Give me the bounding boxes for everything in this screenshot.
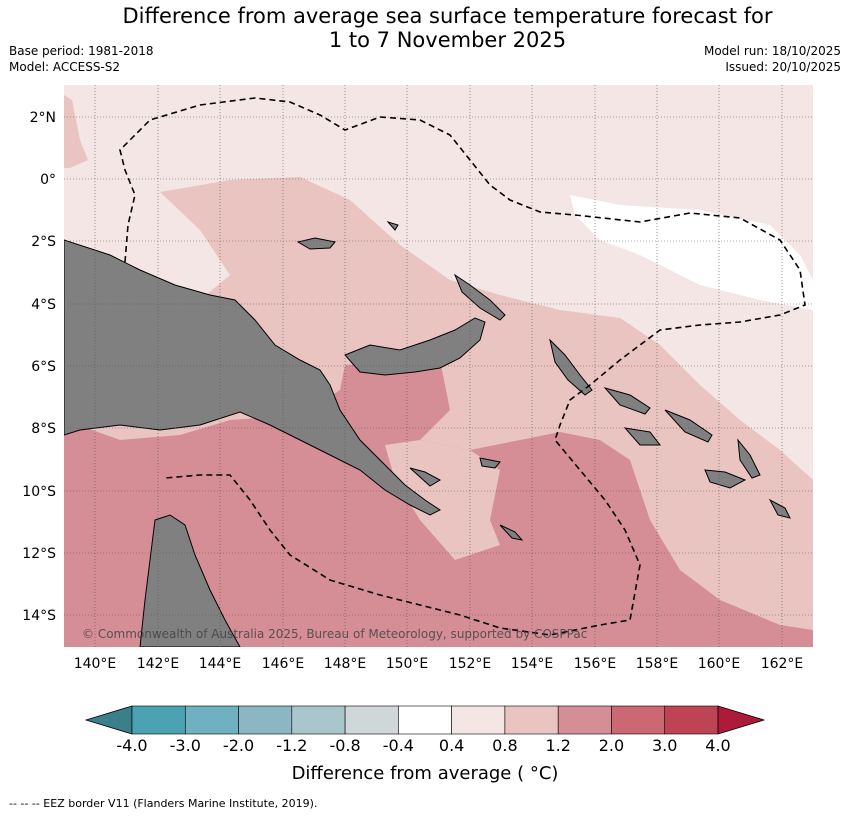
colorbar-tick-label: 3.0 <box>652 736 677 755</box>
colorbar-box <box>611 705 666 735</box>
land-choiseul <box>603 387 651 415</box>
colorbar-box <box>557 705 612 735</box>
colorbar-box <box>398 705 452 735</box>
map-frame[interactable] <box>64 85 813 647</box>
lat-label: 0° <box>40 172 56 188</box>
longitude-labels: 140°E 142°E 144°E 146°E 148°E 150°E 152°… <box>74 656 804 672</box>
meta-left: Base period: 1981-2018 Model: ACCESS-S2 <box>9 43 154 75</box>
land-new-ireland <box>453 273 506 321</box>
eez-border <box>119 97 806 636</box>
lon-label: 148°E <box>324 656 367 672</box>
colorbar-tick-label: -1.2 <box>276 736 307 755</box>
land-new-britain <box>344 317 486 376</box>
lon-label: 140°E <box>74 656 117 672</box>
ocean-anomaly-neutral <box>570 195 813 310</box>
map-title: Difference from average sea surface temp… <box>0 4 850 52</box>
colorbar-tick-label: 0.4 <box>439 736 464 755</box>
colorbar-box <box>504 705 559 735</box>
colorbar-tick-label: -3.0 <box>170 736 201 755</box>
base-period: Base period: 1981-2018 <box>9 44 154 58</box>
colorbar-extend-high <box>717 705 766 735</box>
colorbar-tick-label: -0.4 <box>383 736 414 755</box>
colorbar-tick-label: -2.0 <box>223 736 254 755</box>
lon-label: 156°E <box>574 656 617 672</box>
latitude-labels: 2°N 0° 2°S 4°S 6°S 8°S 10°S 12°S 14°S <box>22 110 56 624</box>
colorbar-extend-low <box>84 705 133 735</box>
title-line-1: Difference from average sea surface temp… <box>122 4 773 28</box>
lon-label: 160°E <box>698 656 741 672</box>
colorbar-tick-label: 0.8 <box>492 736 517 755</box>
land-cape-york <box>139 514 241 647</box>
meta-right: Model run: 18/10/2025 Issued: 20/10/2025 <box>704 43 841 75</box>
land-dentrecasteaux <box>409 467 442 487</box>
graticule <box>64 85 813 647</box>
lon-label: 158°E <box>636 656 679 672</box>
land-islet <box>386 221 399 231</box>
land-guadalcanal <box>623 427 662 446</box>
lon-label: 152°E <box>449 656 492 672</box>
colorbar-box <box>291 705 346 735</box>
colorbar-box <box>451 705 506 735</box>
colorbar-tick-label: 4.0 <box>705 736 730 755</box>
land-new-guinea <box>64 239 441 516</box>
colorbar: -4.0 -3.0 -2.0 -1.2 -0.8 -0.4 0.4 0.8 1.2 2.0 3.0 4… <box>84 705 766 755</box>
title-line-2: 1 to 7 November 2025 <box>328 28 567 52</box>
colorbar-box <box>664 705 719 735</box>
land-makira <box>704 469 747 489</box>
lat-label: 6°S <box>31 359 56 375</box>
colorbar-box <box>344 705 399 735</box>
land-small-island <box>768 498 791 519</box>
eez-legend: -- -- -- EEZ border V11 (Flanders Marine… <box>9 797 318 810</box>
land-trobriand <box>479 457 501 469</box>
copyright-text: © Commonwealth of Australia 2025, Bureau… <box>82 627 587 641</box>
lon-label: 154°E <box>511 656 554 672</box>
lon-label: 150°E <box>386 656 429 672</box>
colorbar-title: Difference from average ( °C) <box>291 763 559 784</box>
lat-label: 8°S <box>31 421 56 437</box>
colorbar-tick-label: 1.2 <box>545 736 570 755</box>
lat-label: 4°S <box>31 297 56 313</box>
land-louisiade <box>499 524 524 541</box>
colorbar-tick-label: -0.8 <box>329 736 360 755</box>
land-bougainville <box>549 338 593 396</box>
issued-date: Issued: 20/10/2025 <box>725 60 841 74</box>
lon-label: 162°E <box>761 656 804 672</box>
colorbar-tick-label: 2.0 <box>599 736 624 755</box>
model-name: Model: ACCESS-S2 <box>9 60 121 74</box>
colorbar-box <box>184 705 239 735</box>
lat-label: 12°S <box>22 546 56 562</box>
lat-label: 2°S <box>31 234 56 250</box>
colorbar-box <box>238 705 293 735</box>
land-malaita <box>737 438 761 479</box>
colorbar-tick-label: -4.0 <box>116 736 147 755</box>
land-santa-isabel <box>664 409 713 443</box>
ocean-anomaly-nw <box>64 95 88 168</box>
lon-label: 146°E <box>262 656 305 672</box>
lat-label: 2°N <box>30 110 56 126</box>
model-run: Model run: 18/10/2025 <box>703 44 841 58</box>
lon-label: 142°E <box>137 656 180 672</box>
lat-label: 14°S <box>22 608 56 624</box>
colorbar-box <box>131 705 186 735</box>
lon-label: 144°E <box>199 656 242 672</box>
lat-label: 10°S <box>22 484 56 500</box>
